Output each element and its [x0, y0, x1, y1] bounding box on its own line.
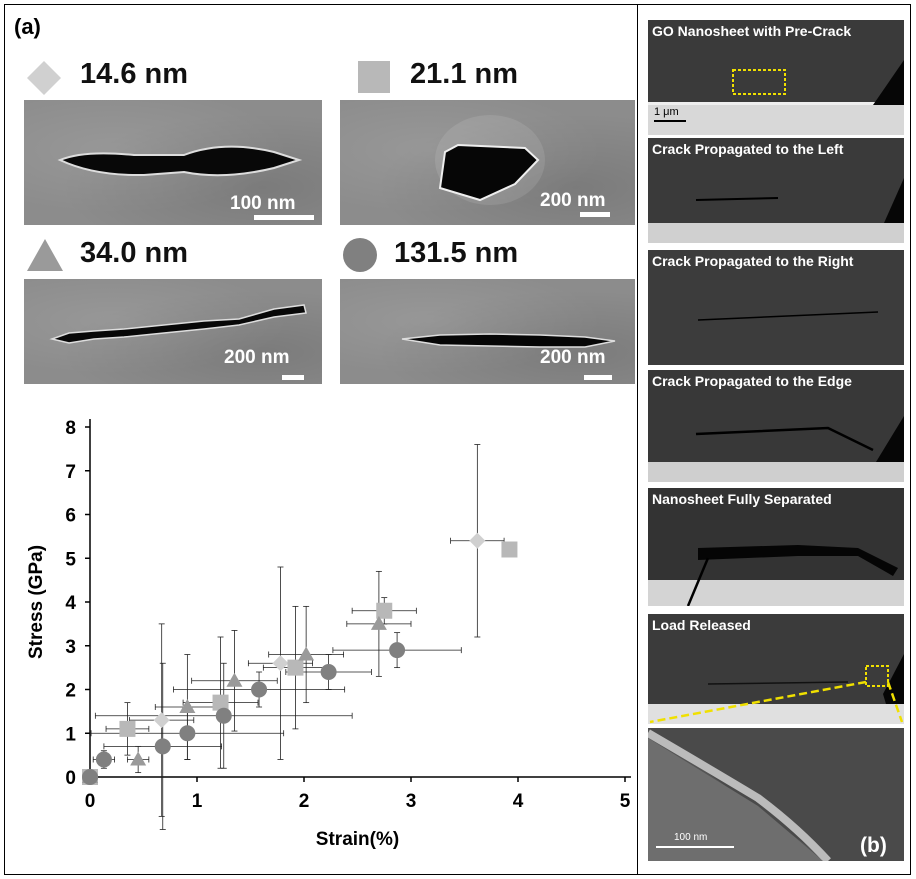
scale-bar-2 — [580, 212, 610, 217]
triangle-point — [179, 699, 196, 713]
frame-caption-6: Load Released — [652, 617, 751, 633]
frame-edge: Crack Propagated to the Edge — [648, 370, 904, 482]
frame-separated: Nanosheet Fully Separated — [648, 488, 904, 606]
scale-label-1um: 1 μm — [654, 106, 679, 118]
frame-caption-1: GO Nanosheet with Pre-Crack — [652, 23, 852, 39]
diamond-point — [469, 532, 486, 549]
triangle-point — [130, 751, 147, 766]
scale-label-2: 200 nm — [540, 190, 606, 211]
x-axis-label: Strain(%) — [316, 829, 399, 850]
y-tick-label: 1 — [65, 724, 76, 745]
frame-pre-crack: GO Nanosheet with Pre-Crack 1 μm — [648, 20, 904, 135]
circle-point — [95, 751, 112, 768]
circle-point — [179, 725, 196, 742]
triangle-point — [370, 615, 387, 630]
frame-released: Load Released — [648, 614, 904, 724]
y-tick-label: 8 — [65, 418, 76, 439]
square-marker-icon — [358, 61, 390, 93]
scale-label-1: 100 nm — [230, 193, 296, 214]
diamond-marker-icon — [27, 61, 61, 95]
circle-point — [154, 738, 171, 755]
error-bars — [90, 444, 505, 830]
thickness-label-3: 34.0 nm — [80, 237, 188, 269]
circle-point — [82, 769, 98, 785]
data-points — [82, 532, 518, 785]
figure-frame — [4, 4, 911, 875]
scale-label-4: 200 nm — [540, 347, 606, 368]
triangle-point — [226, 672, 243, 687]
x-tick-label: 3 — [406, 791, 417, 812]
frame-right: Crack Propagated to the Right — [648, 250, 904, 365]
circle-marker-icon — [343, 238, 377, 272]
y-tick-label: 4 — [65, 593, 76, 614]
scale-bar-1 — [254, 215, 314, 220]
x-tick-label: 5 — [620, 791, 631, 812]
zoom-scale-label: 100 nm — [674, 832, 708, 843]
chart-axes: 0 1 2 3 4 5 6 7 8 0 1 2 3 4 5 — [65, 418, 631, 812]
zoom-scale-bar — [656, 846, 734, 848]
highlight-box — [732, 69, 786, 95]
panel-b-label: (b) — [860, 834, 887, 857]
circle-point — [389, 642, 406, 659]
circle-point — [320, 664, 337, 680]
scale-bar-1um — [654, 120, 686, 122]
sem-image-131-5nm: 200 nm — [340, 279, 635, 384]
x-tick-label: 0 — [85, 791, 96, 812]
y-axis-label: Stress (GPa) — [26, 545, 47, 659]
square-point — [376, 602, 393, 619]
frame-left: Crack Propagated to the Left — [648, 138, 904, 243]
diamond-point — [272, 655, 289, 672]
triangle-marker-icon — [27, 239, 63, 271]
y-tick-label: 0 — [65, 768, 76, 789]
square-point — [212, 694, 229, 711]
triangle-point — [298, 646, 315, 661]
stress-strain-chart: 0 1 2 3 4 5 6 7 8 0 1 2 3 4 5 Strain(%) Stress (GPa) — [26, 418, 631, 850]
frame-caption-4: Crack Propagated to the Edge — [652, 373, 852, 389]
y-tick-label: 7 — [65, 462, 76, 483]
scale-bar-3 — [282, 375, 304, 380]
diamond-point — [153, 712, 170, 729]
circle-point — [251, 681, 268, 698]
sem-image-34-0nm: 200 nm — [24, 279, 322, 384]
square-point — [119, 720, 136, 737]
x-tick-label: 1 — [192, 791, 203, 812]
thickness-label-4: 131.5 nm — [394, 237, 519, 269]
circle-point — [215, 707, 232, 724]
thickness-label-1: 14.6 nm — [80, 58, 188, 90]
y-tick-label: 5 — [65, 549, 76, 570]
scale-bar-4 — [584, 375, 612, 380]
x-tick-label: 4 — [513, 791, 524, 812]
square-point — [501, 541, 518, 558]
sem-image-14-6nm: 100 nm — [24, 100, 322, 225]
frame-caption-2: Crack Propagated to the Left — [652, 141, 844, 157]
frame-caption-3: Crack Propagated to the Right — [652, 253, 854, 269]
sem-image-21-1nm: 200 nm — [340, 100, 635, 225]
y-tick-label: 6 — [65, 506, 76, 527]
square-point — [287, 659, 304, 676]
panel-a-label: (a) — [14, 14, 41, 39]
thickness-label-2: 21.1 nm — [410, 58, 518, 90]
frame-caption-5: Nanosheet Fully Separated — [652, 491, 832, 507]
scale-label-3: 200 nm — [224, 347, 290, 368]
y-tick-label: 2 — [65, 681, 76, 702]
frame-zoom: 100 nm — [648, 728, 904, 861]
x-tick-label: 2 — [299, 791, 310, 812]
panel-divider — [637, 4, 638, 875]
y-tick-label: 3 — [65, 637, 76, 658]
